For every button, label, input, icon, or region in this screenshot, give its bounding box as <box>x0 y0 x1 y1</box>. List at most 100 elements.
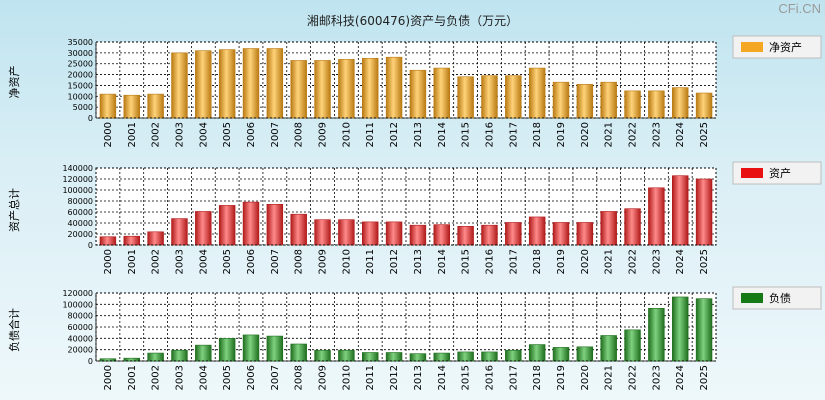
bar-2015 <box>457 226 474 246</box>
bar-2001 <box>123 235 140 246</box>
bar-2008 <box>290 343 307 362</box>
bar-2016 <box>481 75 498 119</box>
x-tick-label: 2010 <box>341 122 352 147</box>
bar-2002 <box>147 231 164 246</box>
bar-2019 <box>552 347 570 362</box>
bar-2002 <box>147 93 164 119</box>
x-tick-label: 2002 <box>151 122 162 147</box>
x-tick-label: 2020 <box>580 122 591 147</box>
x-tick-label: 2020 <box>580 365 591 390</box>
bar-2007 <box>266 48 284 119</box>
x-tick-label: 2001 <box>127 122 138 147</box>
bar-2008 <box>290 213 307 246</box>
x-tick-label: 2022 <box>628 122 639 147</box>
bar-2010 <box>338 219 355 246</box>
x-tick-label: 2018 <box>532 122 543 147</box>
x-tick-label: 2022 <box>628 365 639 390</box>
legend-box <box>732 286 822 310</box>
x-tick-label: 2008 <box>294 365 305 390</box>
x-tick-label: 2005 <box>222 122 233 147</box>
y-tick-label: 120000 <box>62 289 93 298</box>
bar-2009 <box>314 219 331 246</box>
bar-2007 <box>266 204 284 246</box>
legend-box <box>732 161 822 185</box>
bar-2023 <box>648 307 665 362</box>
chart-panel-2: 0 20000 40000 60000 80000 100000 120000 140000 2… <box>7 161 822 274</box>
x-tick-label: 2004 <box>198 365 209 390</box>
x-tick-label: 2010 <box>341 365 352 390</box>
y-tick-label: 20000 <box>68 71 93 80</box>
bar-2000 <box>99 93 117 119</box>
bar-2012 <box>385 352 403 362</box>
bar-2009 <box>314 60 331 119</box>
x-tick-label: 2007 <box>270 122 281 147</box>
chart-panel-3: 0 20000 40000 60000 80000 100000 120000 2000 200… <box>7 286 822 390</box>
bar-2021 <box>600 81 617 119</box>
x-tick-label: 2017 <box>508 249 519 274</box>
x-tick-label: 2025 <box>699 249 710 274</box>
x-tick-label: 2006 <box>246 249 257 274</box>
legend: 负债 <box>732 286 822 310</box>
bar-2013 <box>409 69 427 119</box>
x-tick-label: 2012 <box>389 249 400 274</box>
x-tick-label: 2021 <box>604 122 615 147</box>
y-axis-label: 负债合计 <box>7 308 21 352</box>
bar-2003 <box>171 52 188 119</box>
y-tick-label: 20000 <box>68 230 93 239</box>
bar-2008 <box>290 60 307 119</box>
y-tick-label: 0 <box>88 241 93 250</box>
legend-box <box>732 35 822 59</box>
x-tick-label: 2020 <box>580 249 591 274</box>
x-tick-label: 2015 <box>461 365 472 390</box>
x-tick-label: 2024 <box>675 249 686 274</box>
x-tick-label: 2002 <box>151 249 162 274</box>
x-tick-label: 2011 <box>365 365 376 390</box>
x-tick-label: 2005 <box>222 249 233 274</box>
x-tick-label: 2008 <box>294 249 305 274</box>
bar-2003 <box>171 218 188 246</box>
bar-2002 <box>147 352 164 362</box>
bar-2006 <box>242 334 260 362</box>
bar-2014 <box>433 224 450 246</box>
x-tick-label: 2009 <box>318 365 329 390</box>
x-tick-label: 2024 <box>675 365 686 390</box>
y-tick-label: 100000 <box>62 186 93 195</box>
x-tick-label: 2021 <box>604 249 615 274</box>
bar-2003 <box>171 349 188 362</box>
bar-2017 <box>505 75 522 119</box>
y-tick-label: 5000 <box>73 103 93 112</box>
x-tick-label: 2019 <box>556 122 567 147</box>
x-tick-label: 2014 <box>437 249 448 274</box>
y-tick-label: 20000 <box>68 346 93 355</box>
y-tick-label: 25000 <box>68 60 93 69</box>
y-tick-label: 80000 <box>68 312 93 321</box>
x-tick-label: 2018 <box>532 249 543 274</box>
bar-2025 <box>695 92 713 119</box>
x-tick-label: 2023 <box>651 249 662 274</box>
x-tick-label: 2006 <box>246 365 257 390</box>
x-tick-label: 2014 <box>437 122 448 147</box>
bar-2013 <box>409 353 427 362</box>
bar-2019 <box>552 81 570 119</box>
x-tick-label: 2003 <box>174 122 185 147</box>
x-tick-label: 2019 <box>556 249 567 274</box>
bar-2014 <box>433 67 450 119</box>
y-tick-label: 15000 <box>68 81 93 90</box>
bar-2025 <box>695 298 713 362</box>
x-tick-label: 2000 <box>103 122 114 147</box>
bar-2017 <box>505 349 522 362</box>
legend: 资产 <box>732 161 822 185</box>
bar-2022 <box>624 208 641 246</box>
x-tick-label: 2007 <box>270 365 281 390</box>
bar-2021 <box>600 211 617 246</box>
x-tick-label: 2011 <box>365 122 376 147</box>
bar-2011 <box>362 352 379 362</box>
x-tick-label: 2025 <box>699 122 710 147</box>
x-tick-label: 2013 <box>413 122 424 147</box>
x-tick-label: 2000 <box>103 249 114 274</box>
plot-border <box>95 167 717 246</box>
x-tick-label: 2019 <box>556 365 567 390</box>
y-axis-label: 资产总计 <box>7 188 21 232</box>
